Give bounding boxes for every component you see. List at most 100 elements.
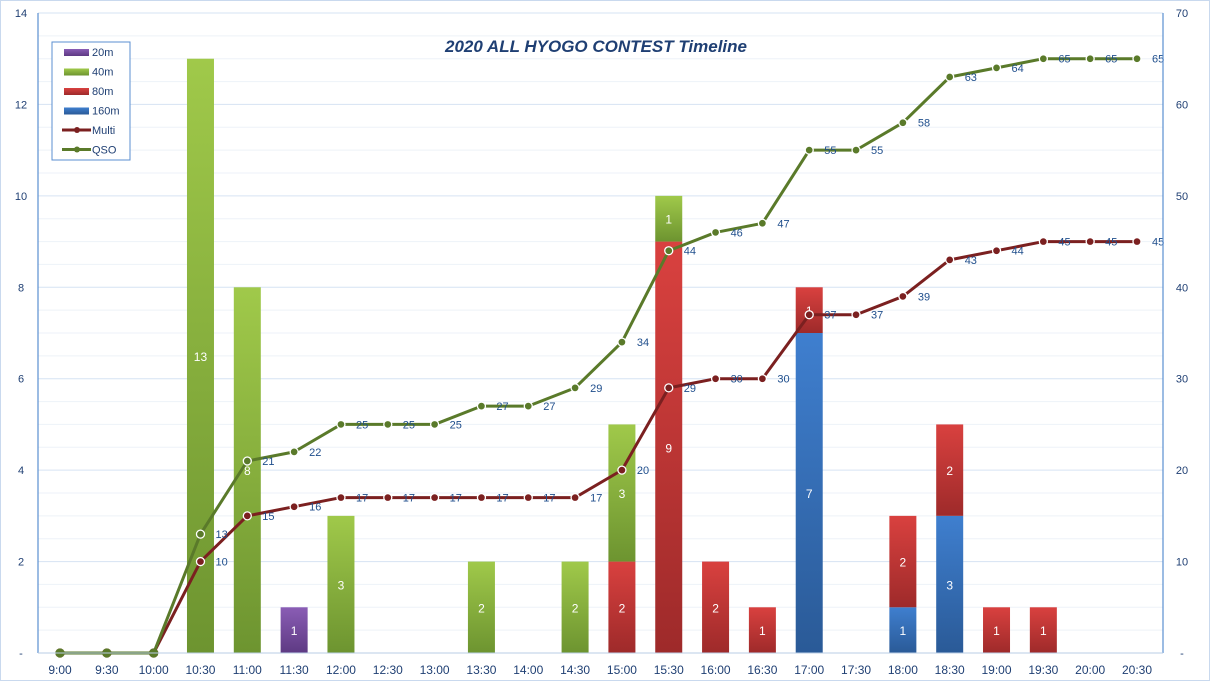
x-tick-label: 10:30 — [185, 663, 215, 677]
left-tick-label: - — [19, 648, 23, 660]
x-tick-label: 9:30 — [95, 663, 119, 677]
point-QSO — [664, 246, 674, 256]
point-label-QSO: 27 — [543, 401, 555, 413]
left-tick-label: 2 — [18, 557, 24, 569]
legend-label-Multi: Multi — [92, 125, 115, 137]
right-tick-label: 30 — [1176, 374, 1188, 386]
bar-label-160m: 7 — [806, 487, 813, 501]
point-QSO — [383, 419, 393, 430]
x-tick-label: 18:00 — [888, 663, 918, 677]
bar-40m — [233, 287, 261, 653]
point-QSO — [1085, 54, 1095, 64]
point-label-QSO: 25 — [356, 419, 368, 431]
point-label-QSO: 65 — [1152, 54, 1164, 66]
x-tick-label: 19:30 — [1028, 663, 1058, 677]
point-Multi — [289, 502, 299, 512]
bar-20m — [280, 607, 308, 653]
bar-80m — [748, 607, 776, 653]
x-tick-label: 14:30 — [560, 663, 590, 677]
x-tick-label: 19:00 — [982, 663, 1012, 677]
point-Multi — [1132, 236, 1142, 247]
point-QSO — [195, 529, 206, 539]
point-Multi — [242, 511, 252, 521]
bar-label-80m: 9 — [665, 441, 672, 455]
point-label-QSO: 55 — [824, 145, 836, 157]
point-Multi — [898, 291, 908, 302]
bar-160m — [795, 333, 823, 653]
point-label-Multi: 10 — [215, 557, 227, 569]
point-label-QSO: 34 — [637, 337, 649, 349]
point-label-Multi: 30 — [777, 374, 789, 386]
x-tick-label: 15:00 — [607, 663, 637, 677]
x-tick-label: 14:00 — [513, 663, 543, 677]
right-tick-label: - — [1180, 648, 1184, 660]
point-Multi — [195, 556, 206, 567]
point-label-Multi: 45 — [1152, 237, 1164, 249]
legend-box — [51, 41, 131, 161]
x-tick-label: 13:30 — [466, 663, 496, 677]
x-tick-label: 9:00 — [48, 663, 72, 677]
x-tick-label: 10:00 — [139, 663, 169, 677]
legend-swatch-20m — [64, 49, 89, 56]
point-QSO — [851, 145, 861, 155]
point-label-Multi: 20 — [637, 465, 649, 477]
point-QSO — [242, 456, 252, 466]
bar-label-80m: 2 — [946, 464, 953, 478]
left-tick-label: 14 — [15, 8, 27, 20]
bar-40m — [608, 424, 636, 562]
bar-80m — [702, 561, 730, 653]
point-label-QSO: 46 — [731, 227, 743, 239]
point-label-QSO: 47 — [777, 218, 789, 230]
x-tick-label: 11:00 — [233, 663, 262, 677]
left-tick-label: 8 — [18, 282, 24, 294]
point-QSO — [898, 118, 908, 128]
bar-label-40m: 1 — [665, 213, 672, 227]
point-Multi — [991, 246, 1002, 256]
right-tick-label: 70 — [1176, 8, 1188, 20]
x-tick-label: 12:00 — [326, 663, 356, 677]
legend-swatch-160m — [64, 107, 89, 115]
bar-80m — [889, 515, 917, 608]
x-tick-label: 11:30 — [280, 663, 309, 677]
left-tick-label: 10 — [15, 191, 27, 203]
bar-80m — [983, 607, 1011, 653]
point-Multi — [1038, 236, 1048, 247]
right-tick-label: 40 — [1176, 282, 1188, 294]
point-label-Multi: 17 — [590, 493, 602, 505]
point-label-QSO: 22 — [309, 447, 321, 459]
left-tick-label: 4 — [18, 465, 24, 477]
right-tick-label: 50 — [1176, 191, 1188, 203]
bar-label-40m: 3 — [619, 487, 626, 501]
point-label-QSO: 13 — [215, 529, 227, 541]
bar-80m — [608, 561, 636, 653]
right-tick-label: 60 — [1176, 99, 1188, 111]
legend-label-160m: 160m — [92, 106, 120, 118]
point-label-QSO: 44 — [684, 246, 696, 258]
bar-label-20m: 1 — [291, 624, 298, 638]
point-QSO — [336, 419, 346, 430]
point-label-QSO: 25 — [403, 419, 415, 431]
point-QSO — [757, 218, 768, 228]
point-label-QSO: 58 — [918, 118, 930, 130]
legend-label-20m: 20m — [92, 47, 113, 59]
x-tick-label: 13:00 — [420, 663, 450, 677]
point-QSO — [991, 63, 1002, 73]
point-label-QSO: 55 — [871, 145, 883, 157]
point-label-Multi: 17 — [543, 493, 555, 505]
legend-label-80m: 80m — [92, 86, 113, 98]
bar-label-80m: 2 — [900, 556, 907, 570]
point-label-Multi: 37 — [871, 310, 883, 322]
chart-title: 2020 ALL HYOGO CONTEST Timeline — [444, 37, 747, 56]
left-tick-label: 12 — [15, 99, 27, 111]
point-Multi — [851, 310, 861, 320]
point-label-Multi: 39 — [918, 291, 930, 303]
legend-marker-QSO — [74, 146, 80, 153]
point-label-QSO: 25 — [450, 419, 462, 431]
legend-label-QSO: QSO — [92, 145, 117, 157]
point-label-Multi: 29 — [684, 383, 696, 395]
x-tick-label: 17:30 — [841, 663, 871, 677]
bar-160m — [936, 515, 964, 653]
point-Multi — [476, 492, 487, 503]
point-Multi — [710, 374, 721, 384]
